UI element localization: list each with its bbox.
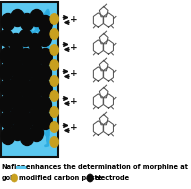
Circle shape: [0, 29, 13, 46]
Circle shape: [20, 129, 34, 146]
Text: +: +: [70, 123, 78, 132]
Circle shape: [19, 112, 33, 129]
Circle shape: [0, 47, 14, 64]
Text: modified carbon paste: modified carbon paste: [19, 175, 102, 181]
Circle shape: [19, 64, 32, 81]
Circle shape: [30, 125, 44, 142]
Circle shape: [50, 106, 59, 118]
Circle shape: [1, 13, 15, 30]
Circle shape: [50, 29, 59, 40]
Circle shape: [28, 92, 42, 109]
Text: +: +: [70, 15, 78, 25]
Circle shape: [50, 60, 59, 70]
Text: Nafion: Nafion: [2, 164, 26, 170]
Circle shape: [50, 91, 59, 101]
Circle shape: [11, 9, 24, 26]
Circle shape: [1, 128, 15, 145]
Circle shape: [30, 9, 44, 26]
Circle shape: [9, 33, 23, 50]
Circle shape: [0, 95, 13, 112]
Circle shape: [19, 81, 33, 98]
Circle shape: [0, 80, 14, 97]
Circle shape: [9, 91, 23, 108]
Circle shape: [50, 75, 59, 87]
Circle shape: [38, 64, 51, 81]
Circle shape: [11, 123, 24, 140]
Circle shape: [38, 29, 51, 46]
Circle shape: [0, 112, 14, 129]
Circle shape: [10, 43, 23, 60]
Circle shape: [28, 33, 42, 50]
Circle shape: [39, 81, 52, 98]
Bar: [1, 2, 58, 157]
Text: gold: gold: [2, 175, 18, 181]
Circle shape: [39, 112, 52, 129]
Circle shape: [29, 44, 43, 61]
Circle shape: [29, 77, 43, 94]
Circle shape: [39, 15, 52, 33]
Circle shape: [20, 13, 34, 30]
Text: +: +: [70, 43, 78, 51]
Circle shape: [28, 60, 42, 77]
Circle shape: [9, 60, 23, 77]
Text: enhances the determination of morphine at: enhances the determination of morphine a…: [26, 164, 187, 170]
Circle shape: [50, 44, 59, 56]
Circle shape: [39, 49, 52, 66]
Circle shape: [50, 13, 59, 25]
Text: +: +: [70, 70, 78, 78]
Circle shape: [11, 174, 18, 182]
Text: +: +: [70, 97, 78, 105]
Circle shape: [0, 64, 13, 81]
Circle shape: [50, 122, 59, 132]
Circle shape: [29, 108, 43, 125]
Text: electrode: electrode: [95, 175, 130, 181]
Circle shape: [19, 29, 32, 46]
Circle shape: [19, 49, 33, 66]
Circle shape: [19, 97, 32, 114]
Circle shape: [10, 108, 23, 125]
Circle shape: [10, 75, 23, 92]
Circle shape: [50, 136, 59, 147]
Circle shape: [87, 174, 93, 182]
Circle shape: [38, 97, 51, 114]
